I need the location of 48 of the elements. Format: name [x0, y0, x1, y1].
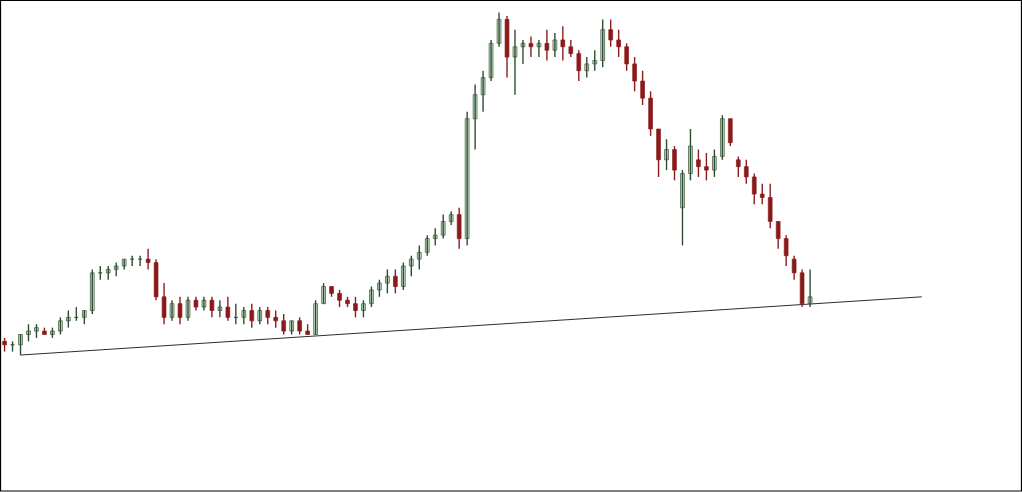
candlestick — [688, 128, 693, 182]
candlestick — [608, 18, 613, 48]
candlestick — [409, 255, 414, 278]
candlestick — [417, 244, 422, 271]
candlestick — [656, 128, 661, 178]
candlestick — [576, 49, 582, 82]
candlestick — [496, 12, 502, 48]
candlestick — [161, 282, 167, 326]
candlestick — [744, 159, 749, 185]
candlestick — [18, 334, 23, 356]
candlestick — [664, 138, 669, 171]
candlestick — [281, 313, 286, 336]
candlestick — [313, 299, 318, 336]
candlestick — [201, 296, 207, 312]
candlestick — [736, 155, 741, 178]
candlestick — [353, 296, 358, 319]
candlestick — [696, 149, 701, 178]
candlestick — [185, 296, 191, 322]
candlestick — [177, 296, 183, 326]
candlestick — [728, 118, 733, 148]
candlestick — [440, 214, 446, 240]
candlestick — [600, 18, 605, 69]
candlestick — [767, 183, 773, 230]
candlestick — [369, 286, 374, 308]
candlestick — [584, 56, 590, 79]
candlestick — [90, 268, 95, 315]
candlestick — [751, 173, 757, 206]
candlestick — [424, 234, 430, 257]
candlestick — [193, 296, 199, 312]
candlestick — [321, 282, 326, 305]
candlestick — [169, 299, 175, 322]
candlestick — [632, 56, 637, 93]
candlestick — [624, 42, 629, 72]
candlestick — [640, 70, 645, 106]
candlestick — [720, 114, 725, 161]
candlestick — [616, 29, 621, 58]
candlestick — [704, 152, 709, 182]
candlestick — [385, 268, 390, 295]
candlestick — [712, 149, 717, 178]
candlestick — [249, 303, 255, 329]
candlestick — [592, 49, 598, 72]
candlestick — [759, 183, 765, 206]
candlestick — [648, 90, 653, 137]
candlestick — [393, 268, 398, 295]
candlestick — [512, 29, 518, 96]
candlestick — [672, 145, 677, 182]
candlestick — [401, 262, 406, 291]
candlestick — [504, 15, 510, 79]
